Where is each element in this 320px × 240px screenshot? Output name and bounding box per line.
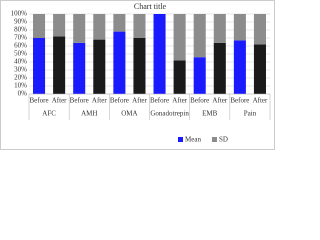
y-tick-label: 40% — [14, 58, 27, 66]
y-tick-label: 60% — [14, 42, 27, 50]
y-tick-label: 0% — [18, 90, 28, 98]
bar-segment — [233, 14, 246, 41]
y-tick-label: 10% — [14, 82, 27, 90]
bar-segment — [113, 14, 126, 32]
bar-segment — [133, 38, 146, 94]
bar-segment — [73, 42, 86, 94]
legend-swatch — [178, 137, 183, 142]
y-tick-label: 80% — [14, 26, 27, 34]
group-label: Gonadotrepin — [150, 110, 189, 118]
bar-segment — [93, 14, 106, 40]
bar-segment — [193, 57, 206, 94]
bar-segment — [213, 14, 226, 43]
bar-segment — [53, 36, 66, 94]
x-tick-label: After — [52, 97, 67, 105]
group-label: EMB — [202, 110, 218, 118]
group-label: AMH — [81, 110, 97, 118]
bar-segment — [193, 14, 206, 58]
y-tick-label: 30% — [14, 66, 27, 74]
bar-segment — [173, 14, 186, 61]
chart: Chart title 0%10%20%30%40%50%60%70%80%90… — [0, 0, 275, 150]
x-tick-label: Before — [70, 97, 89, 105]
x-tick-label: Before — [110, 97, 129, 105]
bar-segment — [113, 31, 126, 95]
x-tick-label: Before — [30, 97, 49, 105]
chart-title: Chart title — [134, 2, 167, 11]
y-tick-label: 20% — [14, 74, 27, 82]
bar-segment — [133, 14, 146, 38]
x-tick-label: After — [172, 97, 187, 105]
x-tick-label: After — [92, 97, 107, 105]
group-label: OMA — [121, 110, 137, 118]
bar-segment — [93, 39, 106, 94]
bar-segment — [33, 14, 46, 38]
bar-segment — [233, 40, 246, 94]
bar-segment — [153, 14, 166, 94]
group-label: Pain — [244, 110, 257, 118]
y-tick-label: 90% — [14, 18, 27, 26]
bar-segment — [173, 60, 186, 94]
bar-segment — [253, 44, 266, 94]
bar-segment — [33, 38, 46, 94]
bar-segment — [73, 14, 86, 43]
legend-label: SD — [219, 136, 228, 144]
y-tick-label: 70% — [14, 34, 27, 42]
legend-label: Mean — [185, 136, 201, 144]
bar-segment — [253, 14, 266, 45]
y-tick-label: 50% — [14, 50, 27, 58]
bar-segment — [53, 14, 66, 37]
x-tick-label: After — [212, 97, 227, 105]
x-tick-label: Before — [230, 97, 249, 105]
x-tick-label: Before — [190, 97, 209, 105]
x-tick-label: After — [253, 97, 268, 105]
legend-swatch — [211, 137, 217, 142]
bar-segment — [213, 42, 226, 94]
group-label: AFC — [42, 110, 56, 118]
x-tick-label: After — [132, 97, 147, 105]
x-tick-label: Before — [150, 97, 169, 105]
page: Chart title 0% 10% 20% 30% 40% 50% 60% 70% 80% 90… — [0, 0, 275, 150]
y-tick-label: 100% — [11, 10, 28, 18]
